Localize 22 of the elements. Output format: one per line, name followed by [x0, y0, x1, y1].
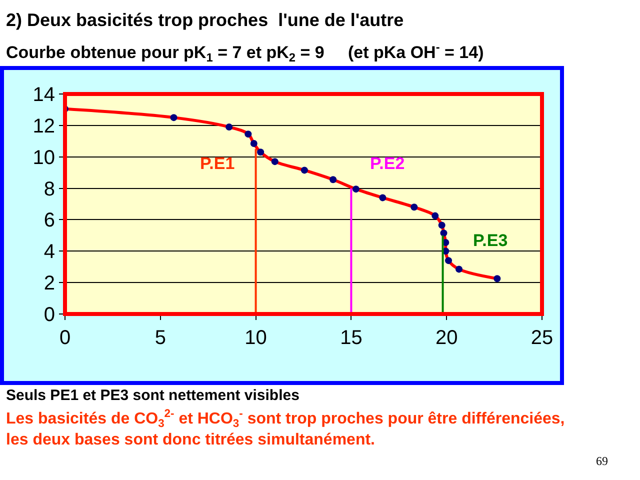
text: Les basicités de CO$_{3}$$^{2-}$ et HCO$_{3}$$^{-}$ sont trop proches pour être différenciées, les deux bases sont donc titrées simultanément. — [6, 408, 565, 449]
x-tick-label: 10 — [244, 327, 267, 349]
y-tick-label: 12 — [32, 115, 55, 138]
chart-subtitle: Courbe obtenue pour pK$_{1}$ = 7 et pK$_{2}$ = 9 (et pKa OH$^{-}$ = 14) — [6, 40, 484, 65]
x-tick-label: 5 — [154, 327, 166, 349]
text: Seuls PE1 et PE3 sont nettement visibles — [6, 387, 300, 404]
series-label: P.E2 — [370, 154, 405, 173]
text: 69 — [596, 454, 608, 468]
x-tick-label: 15 — [340, 327, 362, 349]
x-tick-label: 25 — [530, 327, 554, 349]
y-tick-label: 10 — [32, 146, 55, 169]
chart-title: 2) Deux basicités trop proches l'une de l'autre — [6, 10, 404, 30]
x-tick-label: 20 — [435, 327, 458, 349]
y-tick-label: 0 — [44, 304, 55, 326]
series-label: P.E3 — [473, 231, 508, 250]
y-tick-label: 6 — [44, 210, 55, 232]
y-tick-label: 4 — [44, 241, 55, 264]
y-tick-label: 14 — [32, 84, 55, 106]
series-label: P.E1 — [200, 154, 235, 173]
y-tick-label: 2 — [44, 272, 55, 295]
x-tick-label: 0 — [59, 327, 71, 349]
y-tick-label: 8 — [44, 178, 55, 200]
